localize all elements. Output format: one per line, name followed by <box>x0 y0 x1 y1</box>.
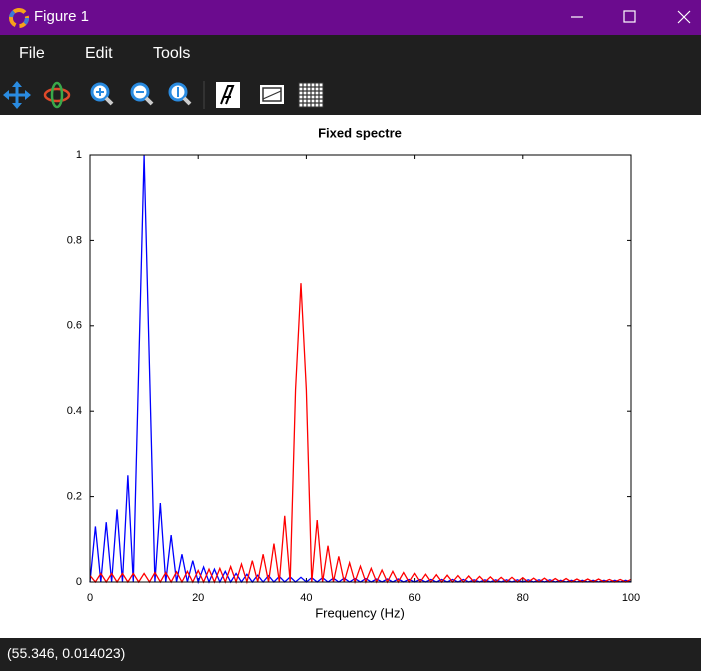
title-bar: Figure 1 <box>0 0 701 35</box>
x-tick-label: 20 <box>192 592 204 604</box>
chart: Fixed spectre Frequency (Hz) 0 0.2 0.4 0.6 0… <box>67 125 640 620</box>
x-axis-label: Frequency (Hz) <box>315 605 405 620</box>
status-bar: (55.346, 0.014023) <box>0 638 701 671</box>
app-icon <box>9 8 29 28</box>
zoom-out-tool[interactable] <box>130 82 154 106</box>
menu-tools[interactable]: Tools <box>153 45 191 62</box>
toolbar-icons <box>3 81 324 109</box>
pan-tool[interactable] <box>3 81 31 109</box>
plot-area: Fixed spectre Frequency (Hz) 0 0.2 0.4 0.6 0… <box>0 115 701 638</box>
menu-file[interactable]: File <box>19 45 45 62</box>
menu-bar: File Edit Tools <box>0 35 701 73</box>
text-tool[interactable] <box>216 82 240 108</box>
y-tick-label: 0.2 <box>67 491 82 503</box>
y-tick-label: 0.6 <box>67 320 82 332</box>
x-tick-label: 80 <box>517 592 529 604</box>
x-tick-label: 0 <box>87 592 93 604</box>
series-line <box>89 283 632 585</box>
axes-box <box>89 154 632 583</box>
toolbar <box>0 73 701 115</box>
axes-tool[interactable] <box>260 85 284 104</box>
rotate-tool[interactable] <box>43 81 71 109</box>
y-tick-label: 0 <box>76 576 82 588</box>
grid-tool[interactable] <box>298 82 324 108</box>
window-controls <box>571 10 691 24</box>
maximize-button[interactable] <box>623 10 636 23</box>
menu-edit[interactable]: Edit <box>85 45 113 62</box>
y-tick-label: 0.8 <box>67 234 82 246</box>
window-title: Figure 1 <box>34 8 90 25</box>
series-line <box>89 154 632 585</box>
x-tick-label: 100 <box>622 592 640 604</box>
close-button[interactable] <box>677 10 691 24</box>
cursor-coordinates: (55.346, 0.014023) <box>7 645 126 661</box>
y-tick-label: 1 <box>76 149 82 161</box>
x-tick-label: 60 <box>408 592 420 604</box>
zoom-reset-tool[interactable] <box>168 82 192 106</box>
y-tick-label: 0.4 <box>67 405 82 417</box>
zoom-in-tool[interactable] <box>90 82 114 106</box>
chart-title: Fixed spectre <box>318 125 402 140</box>
x-tick-label: 40 <box>300 592 312 604</box>
